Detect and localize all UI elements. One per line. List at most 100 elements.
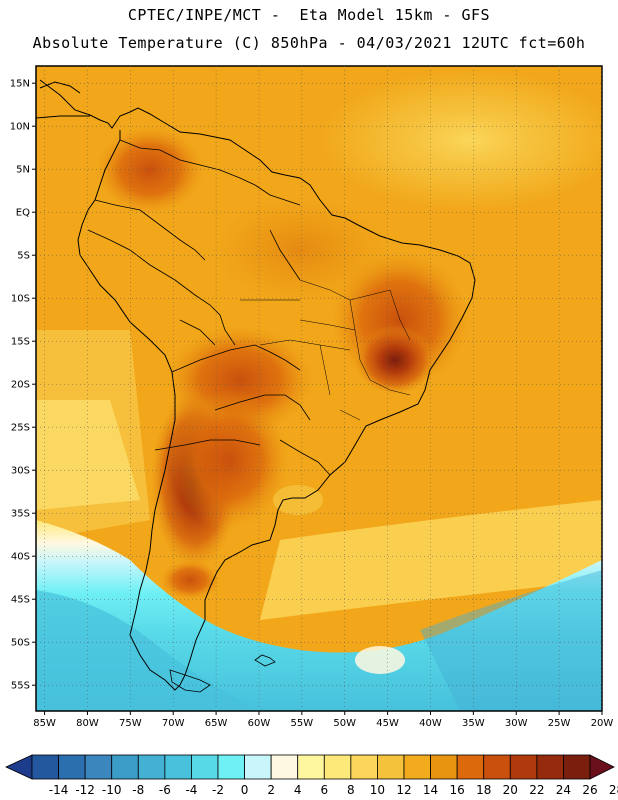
lat-tick-label: 25S [11,423,30,434]
lon-tick-label: 55W [291,718,314,729]
colorbar-label: 4 [294,783,302,797]
lat-tick-label: 10S [11,294,30,305]
heat-east-brazil [355,325,435,395]
lon-tick-label: 60W [248,718,271,729]
cool-pocket-south-atlantic [355,646,405,674]
colorbar-label: -14 [49,783,69,797]
lat-tick-label: 55S [11,681,30,692]
colorbar: -14 -12 -10 -8 -6 -4 -2 0 2 4 6 8 10 12 14 16 18 20 22 24 26… [5,754,618,797]
colorbar-swatch [456,754,485,780]
colorbar-swatch [191,754,219,780]
colorbar-label: 24 [556,783,571,797]
lon-tick-label: 35W [462,718,485,729]
colorbar-label: -2 [212,783,224,797]
colorbar-max-arrow [589,754,615,780]
colorbar-swatch [137,754,166,780]
colorbar-label: 16 [450,783,465,797]
colorbar-label: 6 [320,783,328,797]
colorbar-label: -4 [185,783,197,797]
map-title-line-1: CPTEC/INPE/MCT - Eta Model 15km - GFS [127,6,491,24]
lat-tick-label: 10N [10,122,30,133]
colorbar-swatch [563,754,591,780]
lat-tick-label: 5N [16,165,30,176]
colorbar-label: 14 [423,783,438,797]
colorbar-swatch [217,754,245,780]
map-title-line-2: Absolute Temperature (C) 850hPa - 04/03/… [32,34,586,52]
lat-tick-label: 35S [11,509,30,520]
coastlines [36,79,476,691]
heat-patagonia [160,560,220,600]
colorbar-label: 26 [582,783,597,797]
latitude-labels: 15N 10N 5N EQ 5S 10S 15S 20S 25S 30S 35S 40S 45S 50S 5… [10,79,30,692]
colorbar-swatch [430,754,458,780]
lon-tick-label: 30W [505,718,528,729]
colorbar-swatch [509,754,538,780]
lat-tick-label: 30S [11,466,30,477]
state-borders [240,279,411,421]
colorbar-label: -10 [102,783,122,797]
colorbar-label: 10 [370,783,385,797]
colorbar-label: -8 [132,783,144,797]
colorbar-swatch [111,754,139,780]
lon-tick-label: 80W [76,718,99,729]
colorbar-swatch [244,754,272,780]
lat-tick-label: EQ [16,208,30,219]
warm-ne-atlantic [320,70,602,210]
country-borders [87,139,331,476]
colorbar-swatch [31,754,59,780]
warm-amazon [210,195,390,305]
lon-tick-label: 20W [591,718,614,729]
lon-tick-label: 75W [119,718,142,729]
colorbar-swatch [297,754,325,780]
colorbar-swatch [84,754,113,780]
graticule [32,66,603,715]
colorbar-label: 28 [609,783,618,797]
cold-se-atlantic [420,570,602,711]
colorbar-swatch [403,754,431,780]
lat-tick-label: 20S [11,380,30,391]
colorbar-label: -6 [159,783,171,797]
colorbar-label: 2 [267,783,275,797]
lat-tick-label: 45S [11,595,30,606]
colorbar-swatch [164,754,192,780]
colorbar-swatch [58,754,86,780]
lon-tick-label: 45W [376,718,399,729]
cold-sw-pacific [36,590,260,711]
lat-tick-label: 50S [11,638,30,649]
colorbar-min-arrow [5,754,33,780]
cool-pocket-river-plate [273,485,323,515]
colorbar-swatch [377,754,405,780]
colorbar-swatch [323,754,352,780]
colorbar-label: 8 [347,783,355,797]
colorbar-swatch [270,754,299,780]
lon-tick-label: 25W [548,718,571,729]
tierra-del-fuego [169,669,211,693]
falkland-islands [254,654,276,667]
colorbar-swatch [483,754,511,780]
colorbar-label: 0 [241,783,249,797]
lon-tick-label: 85W [33,718,56,729]
lon-tick-label: 40W [419,718,442,729]
lat-tick-label: 15S [11,337,30,348]
colorbar-label: 20 [503,783,518,797]
lat-tick-label: 15N [10,79,30,90]
lon-tick-label: 65W [205,718,228,729]
heat-colombia [95,125,205,215]
colorbar-swatch [350,754,378,780]
pacific-light-band [36,400,140,510]
longitude-labels: 85W 80W 75W 70W 65W 60W 55W 50W 45W 40W 35W 30W 25W 2… [33,718,613,729]
lat-tick-label: 40S [11,552,30,563]
colorbar-label: 12 [396,783,411,797]
lon-tick-label: 50W [333,718,356,729]
map-frame [35,65,603,712]
colorbar-label: 18 [476,783,491,797]
temperature-field [36,66,602,711]
colorbar-swatch [536,754,564,780]
south-atlantic-yellow [260,500,602,620]
colorbar-label: -12 [75,783,95,797]
heat-north-argentina [170,390,290,530]
lat-tick-label: 5S [17,251,30,262]
colorbar-label: 22 [529,783,544,797]
lon-tick-label: 70W [162,718,185,729]
